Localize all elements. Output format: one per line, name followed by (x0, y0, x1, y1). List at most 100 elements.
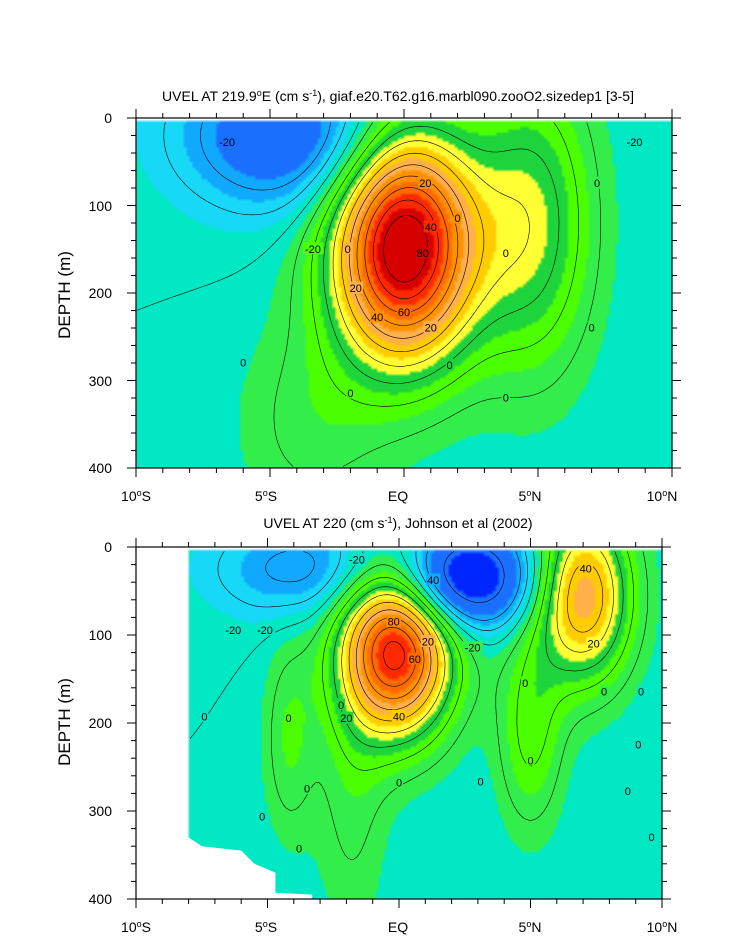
y-tick-label: 0 (104, 110, 112, 126)
contour-label-bg (445, 358, 454, 371)
contour-label: 0 (304, 784, 310, 796)
contour-label: 0 (396, 777, 402, 789)
contour-label-bg (391, 709, 407, 722)
contour-label: 80 (388, 616, 400, 628)
x-tick-label: 5oS (255, 919, 277, 935)
y-tick-label: 300 (89, 803, 113, 819)
contour-label: 0 (240, 358, 246, 370)
panel-model-contour-lines (137, 122, 601, 467)
contour-label: 0 (455, 213, 461, 225)
contour-label-bg (337, 698, 346, 711)
x-tick-label: 10oS (121, 488, 151, 504)
x-tick-label: 5oS (255, 488, 277, 504)
contour-line (443, 551, 505, 603)
panel-obs-y-axis: 0 100 200 300 400 (89, 539, 113, 907)
contour-label-bg (302, 782, 312, 794)
x-tick-label: 10oS (121, 919, 151, 935)
y-tick-label: 100 (89, 198, 113, 214)
contour-label: 0 (635, 740, 641, 752)
contour-label: 0 (345, 244, 351, 256)
contour-line (200, 122, 331, 191)
contour-label-bg (526, 753, 535, 766)
contour-label-bg (592, 176, 602, 189)
y-tick-label: 0 (104, 539, 112, 555)
contour-line (265, 551, 521, 621)
contour-label: 0 (522, 678, 528, 690)
contour-label: 0 (503, 393, 509, 405)
contour-label: 0 (201, 711, 207, 723)
contour-label-bg (370, 310, 385, 323)
contour-line (310, 122, 579, 407)
contour-label-bg (476, 775, 485, 787)
contour-label: 40 (371, 312, 383, 324)
contour-label-bg (501, 246, 510, 259)
contour-label-bg (600, 685, 609, 698)
contour-label-bg (634, 738, 643, 750)
contour-label: 20 (419, 178, 431, 190)
panel-obs-x-axis: 10oS 5oS EQ 5oN 10oN (121, 919, 677, 935)
panel-model-title: UVEL AT 219.9oE (cm s-1), giaf.e20.T62.g… (162, 88, 634, 104)
contour-line (323, 125, 560, 384)
x-tick-label: 10oN (647, 919, 678, 935)
panel-model: UVEL AT 219.9oE (cm s-1), giaf.e20.T62.g… (55, 88, 681, 504)
contour-label-bg (521, 676, 530, 689)
contour-label-bg (200, 709, 209, 722)
panel-model-y-axis-label: DEPTH (m) (55, 251, 74, 339)
contour-label: 20 (350, 283, 362, 295)
contour-label-bg (423, 321, 438, 333)
contour-label-bg (346, 553, 368, 566)
x-tick-label: 5oN (519, 488, 542, 504)
contour-label-bg (407, 652, 422, 665)
contour-label-bg (216, 135, 238, 148)
contour-line (163, 122, 346, 216)
contour-label: 0 (338, 700, 344, 712)
contour-label-bg (295, 841, 304, 854)
contour-line (341, 152, 485, 352)
contour-label: 60 (398, 307, 410, 319)
contour-label-bg (587, 321, 596, 333)
contour-label: 20 (425, 323, 437, 335)
contour-label-bg (636, 685, 646, 698)
contour-label: 0 (285, 713, 291, 725)
contour-label-bg (578, 562, 593, 574)
contour-label-bg (423, 220, 438, 233)
contour-label: 0 (594, 178, 600, 190)
contour-line (271, 551, 649, 860)
y-tick-label: 200 (89, 285, 113, 301)
y-tick-label: 200 (89, 715, 113, 731)
contour-label: 0 (648, 832, 654, 844)
contour-label-bg (223, 623, 244, 636)
x-tick-label: 5oN (519, 919, 542, 935)
contour-label: 20 (340, 713, 352, 725)
panel-obs-contour-lines (189, 551, 649, 860)
contour-line (273, 122, 601, 467)
contour-label-bg (415, 246, 430, 259)
contour-label-bg (420, 635, 436, 647)
contour-label: 0 (625, 786, 631, 798)
contour-label: 20 (422, 637, 434, 649)
contour-label-bg (394, 775, 404, 788)
contour-label: 80 (417, 248, 429, 260)
contour-label-bg (501, 391, 510, 403)
contour-label: -20 (305, 244, 321, 256)
contour-label: 60 (409, 654, 421, 666)
y-tick-label: 100 (89, 627, 113, 643)
contour-label: 40 (580, 564, 592, 576)
panel-model-contour-labels: -20 -20 0 20 40 60 40 80 20 0 20 0 0 0 0 0 0 -20 0 (216, 135, 645, 405)
contour-label-bg (647, 830, 656, 843)
contour-label: 0 (296, 843, 302, 855)
contour-label: -20 (465, 643, 481, 655)
contour-label-bg (254, 623, 276, 636)
contour-line (137, 122, 360, 311)
contour-label-bg (462, 641, 483, 654)
panel-model-x-axis: 10oS 5oS EQ 5oN 10oN (121, 488, 677, 504)
contour-label: -20 (349, 555, 365, 567)
contour-label-bg (418, 176, 433, 189)
contour-label: 0 (259, 812, 265, 824)
panel-model-y-axis: 0 100 200 300 400 (89, 110, 113, 476)
panel-obs-title: UVEL AT 220 (cm s-1), Johnson et al (200… (263, 515, 532, 531)
contour-label-bg (586, 636, 601, 649)
y-tick-label: 300 (89, 373, 113, 389)
